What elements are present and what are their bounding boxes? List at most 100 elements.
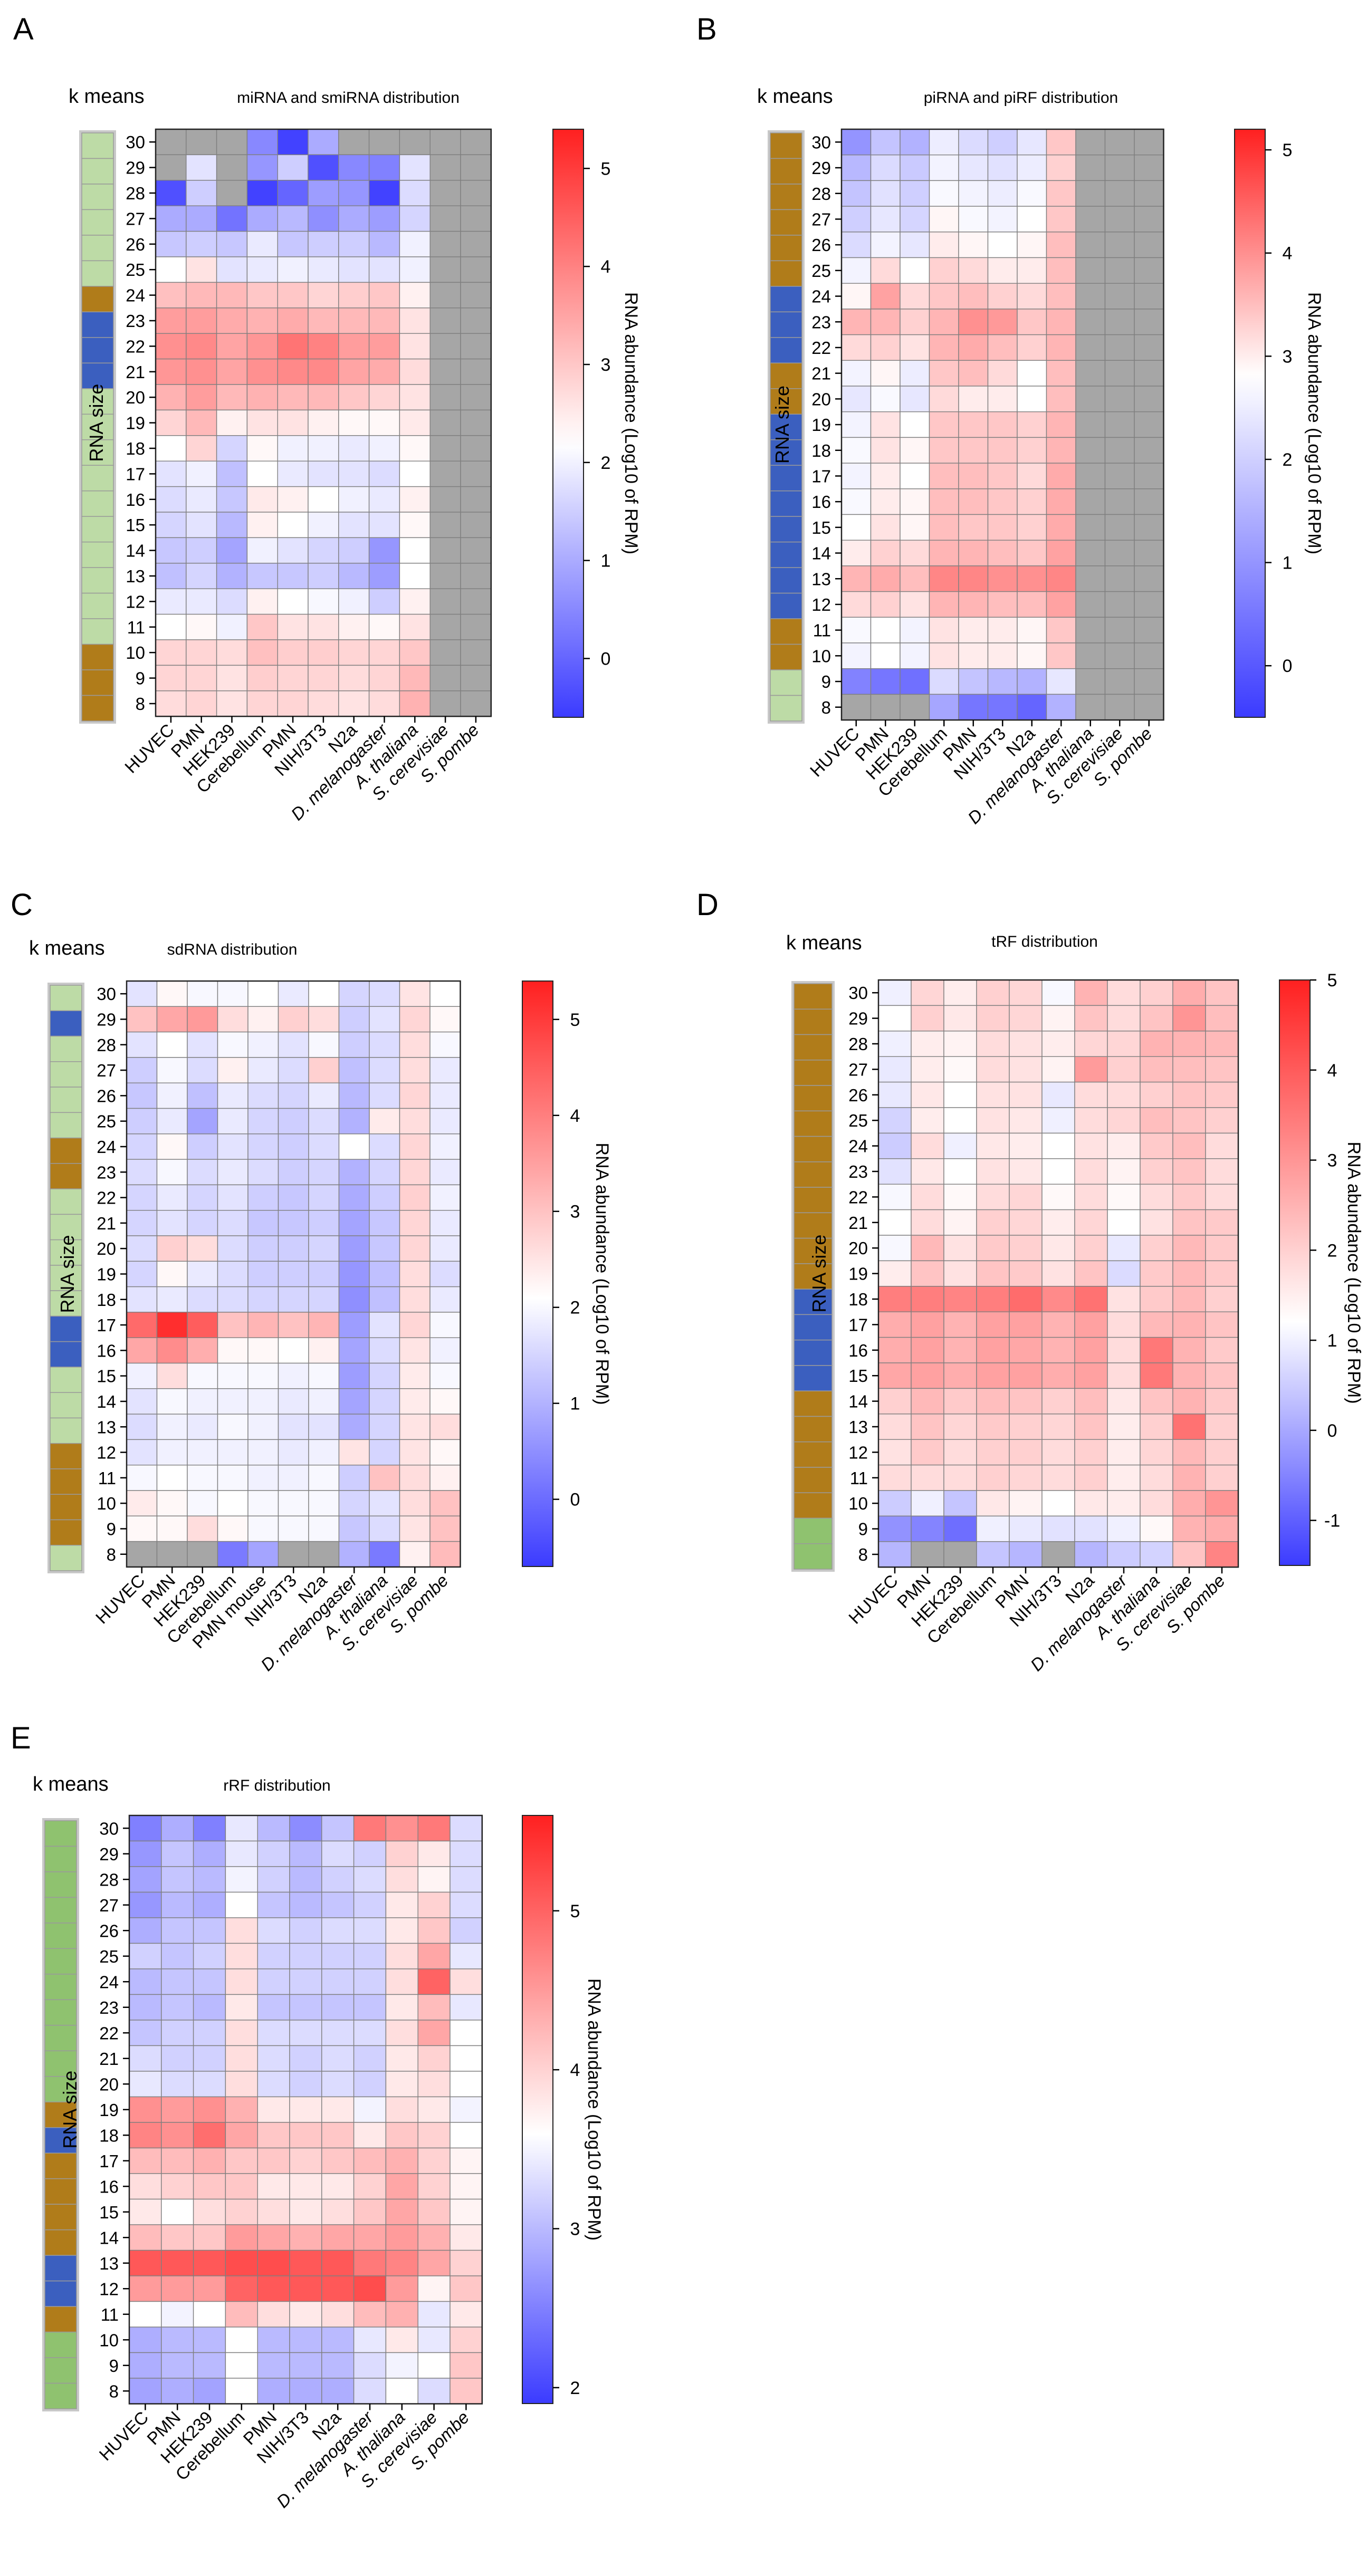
heatmap-cell (385, 1994, 418, 2021)
heatmap-cell (161, 1840, 194, 1867)
heatmap-cell (308, 639, 339, 666)
heatmap-cell (156, 1388, 188, 1415)
heatmap-cell (417, 1840, 451, 1867)
kmeans-cell (50, 1265, 82, 1291)
heatmap-cell (1107, 1056, 1141, 1083)
heatmap-cell (353, 2301, 387, 2328)
heatmap-cell (976, 1005, 1010, 1032)
heatmap-cell (187, 1184, 218, 1211)
heatmap-cell (911, 1031, 944, 1057)
heatmap-cell (1041, 1158, 1075, 1185)
heatmap-cell (368, 665, 400, 691)
heatmap-cell (308, 282, 339, 309)
heatmap-cell (353, 1840, 387, 1867)
y-tick-label: 8 (821, 698, 831, 717)
heatmap-cell (1017, 309, 1047, 335)
y-tick-label: 23 (848, 1162, 868, 1181)
heatmap-cell (246, 563, 278, 589)
heatmap-cell (353, 2352, 387, 2379)
heatmap-cell (278, 1388, 309, 1415)
heatmap-cell (911, 1515, 944, 1542)
heatmap-cell (878, 1388, 912, 1415)
heatmap-cell (247, 1515, 279, 1542)
colorbar-label: RNA abundance (Log10 of RPM) (592, 1142, 612, 1405)
heatmap-cell (225, 2198, 258, 2225)
kmeans-cell (770, 567, 802, 594)
kmeans-cell (50, 1239, 82, 1266)
kmeans-cell (794, 1390, 833, 1417)
heatmap-cell (900, 437, 930, 464)
kmeans-cell (44, 2280, 77, 2307)
heatmap-cell (417, 2352, 451, 2379)
heatmap-cell (193, 2275, 226, 2302)
heatmap-cell (900, 514, 930, 541)
y-tick-label: 27 (99, 1896, 119, 1915)
heatmap-cell (399, 307, 431, 334)
heatmap-cell (1134, 437, 1164, 464)
heatmap-cell (187, 1261, 218, 1287)
heatmap-cell (1104, 386, 1135, 412)
heatmap-cell (429, 690, 461, 717)
heatmap-cell (1017, 334, 1047, 361)
heatmap-cell (225, 1891, 258, 1918)
heatmap-cell (911, 1541, 944, 1568)
y-tick-label: 12 (811, 595, 831, 614)
heatmap-cell (900, 463, 930, 489)
heatmap-cell (216, 563, 248, 589)
heatmap-cell (976, 1081, 1010, 1108)
heatmap-cell (217, 1286, 248, 1313)
heatmap-cell (161, 1917, 194, 1944)
heatmap-cell (308, 205, 339, 232)
heatmap-cell (399, 690, 431, 717)
heatmap-cell (1205, 1414, 1239, 1440)
kmeans-cell (81, 695, 114, 722)
heatmap-cell (870, 129, 901, 156)
heatmap-cell (278, 1337, 309, 1364)
heatmap-cell (257, 2250, 290, 2276)
heatmap-cell (277, 256, 309, 283)
heatmap-cell (1140, 1056, 1173, 1083)
heatmap-cell (1140, 1005, 1173, 1032)
heatmap-cell (187, 1159, 218, 1186)
panel-letter: D (696, 888, 719, 922)
heatmap-cell (1107, 1209, 1141, 1236)
heatmap-cell (186, 613, 217, 640)
y-tick-label: 28 (97, 1035, 116, 1055)
heatmap-cell (187, 1541, 218, 1568)
heatmap-cell (1134, 334, 1164, 361)
heatmap-cell (878, 1311, 912, 1338)
heatmap-cell (385, 2352, 418, 2379)
heatmap-cell (257, 2224, 290, 2251)
heatmap-cell (460, 665, 492, 691)
heatmap-cell (878, 1541, 912, 1568)
heatmap-cell (278, 1031, 309, 1058)
heatmap-cell (450, 2224, 483, 2251)
kmeans-cell (770, 158, 802, 185)
heatmap-cell (155, 384, 187, 411)
heatmap-cell (156, 1337, 188, 1364)
heatmap-cell (1172, 1132, 1206, 1159)
heatmap-cell (1074, 1388, 1108, 1415)
heatmap-cell (1134, 694, 1164, 720)
heatmap-cell (399, 613, 431, 640)
kmeans-cell (794, 1365, 833, 1391)
heatmap-cell (385, 2045, 418, 2072)
heatmap-cell (900, 257, 930, 284)
heatmap-cell (900, 540, 930, 566)
heatmap-cell (338, 1031, 370, 1058)
heatmap-cell (308, 1464, 340, 1491)
heatmap-cell (870, 540, 901, 566)
heatmap-cell (911, 1337, 944, 1363)
heatmap-cell (308, 129, 339, 156)
heatmap-cell (385, 2173, 418, 2200)
heatmap-cell (976, 1056, 1010, 1083)
kmeans-cell (81, 516, 114, 543)
y-tick-label: 18 (848, 1290, 868, 1309)
heatmap-cell (841, 565, 872, 592)
heatmap-cell (911, 1260, 944, 1287)
heatmap-cell (1017, 591, 1047, 618)
heatmap-cell (429, 358, 461, 385)
kmeans-cell (794, 1289, 833, 1315)
heatmap-cell (1017, 283, 1047, 310)
heatmap-cell (308, 1337, 340, 1364)
